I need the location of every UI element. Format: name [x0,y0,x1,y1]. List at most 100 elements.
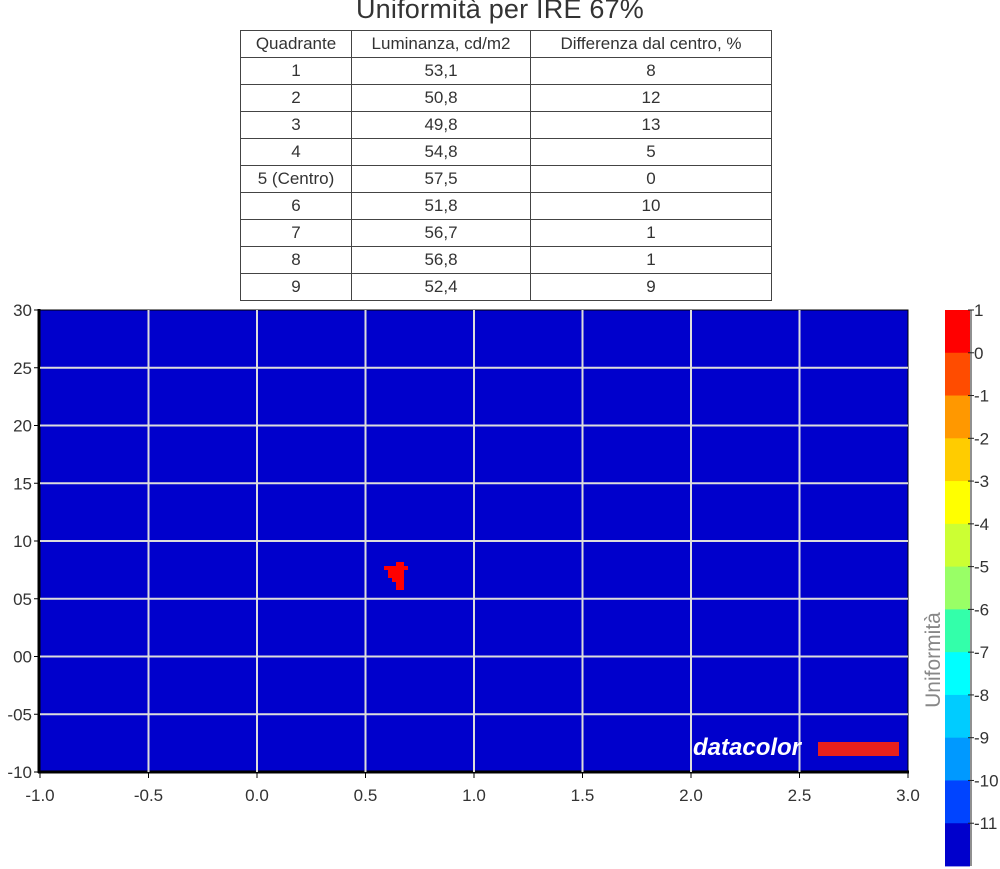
contour-cell [856,322,861,327]
contour-cell [756,318,761,323]
contour-cell [188,398,193,403]
contour-cell [268,350,273,355]
contour-cell [876,326,881,331]
contour-cell [812,334,817,339]
contour-cell [768,374,773,379]
contour-cell [612,326,617,331]
contour-cell [712,362,717,367]
contour-cell [476,330,481,335]
contour-cell [824,362,829,367]
contour-cell [204,330,209,335]
contour-cell [564,374,569,379]
contour-cell [228,350,233,355]
contour-cell [696,334,701,339]
contour-cell [592,382,597,387]
contour-cell [380,370,385,375]
contour-cell [748,394,753,399]
contour-cell [168,346,173,351]
contour-cell [132,314,137,319]
contour-cell [136,318,141,323]
contour-cell [284,314,289,319]
contour-cell [648,338,653,343]
contour-cell [720,342,725,347]
contour-cell [524,326,529,331]
contour-cell [340,326,345,331]
contour-cell [256,358,261,363]
contour-cell [72,330,77,335]
contour-cell [96,378,101,383]
contour-cell [672,398,677,403]
contour-cell [300,358,305,363]
contour-cell [204,362,209,367]
contour-cell [568,342,573,347]
contour-cell [652,390,657,395]
contour-cell [332,394,337,399]
contour-cell [252,370,257,375]
contour-cell [188,378,193,383]
contour-cell [304,330,309,335]
contour-cell [396,350,401,355]
contour-cell [40,358,45,363]
contour-cell [68,322,73,327]
contour-cell [224,378,229,383]
contour-cell [660,322,665,327]
contour-cell [716,362,721,367]
contour-cell [900,390,905,395]
contour-cell [440,330,445,335]
contour-cell [576,326,581,331]
contour-cell [880,346,885,351]
contour-cell [816,386,821,391]
contour-cell [124,386,129,391]
contour-cell [228,342,233,347]
contour-cell [160,322,165,327]
contour-cell [764,350,769,355]
contour-cell [280,334,285,339]
cell-difference: 10 [530,192,772,220]
contour-cell [556,382,561,387]
contour-cell [540,346,545,351]
contour-cell [412,378,417,383]
contour-cell [320,330,325,335]
contour-cell [556,330,561,335]
contour-cell [528,326,533,331]
contour-cell [416,390,421,395]
contour-cell [444,354,449,359]
contour-cell [464,358,469,363]
contour-cell [736,358,741,363]
contour-cell [868,318,873,323]
contour-cell [764,346,769,351]
contour-cell [584,374,589,379]
contour-cell [352,382,357,387]
contour-cell [308,338,313,343]
contour-cell [336,314,341,319]
contour-cell [848,322,853,327]
contour-cell [504,334,509,339]
contour-cell [284,358,289,363]
contour-cell [396,346,401,351]
contour-cell [60,386,65,391]
contour-cell [216,382,221,387]
contour-cell [444,346,449,351]
contour-cell [280,358,285,363]
contour-cell [592,326,597,331]
contour-cell [452,394,457,399]
contour-cell [392,338,397,343]
contour-cell [564,362,569,367]
contour-cell [44,330,49,335]
contour-cell [404,354,409,359]
contour-cell [232,326,237,331]
contour-cell [500,314,505,319]
contour-cell [488,386,493,391]
contour-cell [708,358,713,363]
contour-cell [64,390,69,395]
contour-cell [668,390,673,395]
contour-cell [740,382,745,387]
contour-cell [872,394,877,399]
contour-cell [196,390,201,395]
contour-cell [212,374,217,379]
contour-cell [560,370,565,375]
contour-cell [704,326,709,331]
contour-cell [640,382,645,387]
contour-cell [732,334,737,339]
contour-cell [244,346,249,351]
